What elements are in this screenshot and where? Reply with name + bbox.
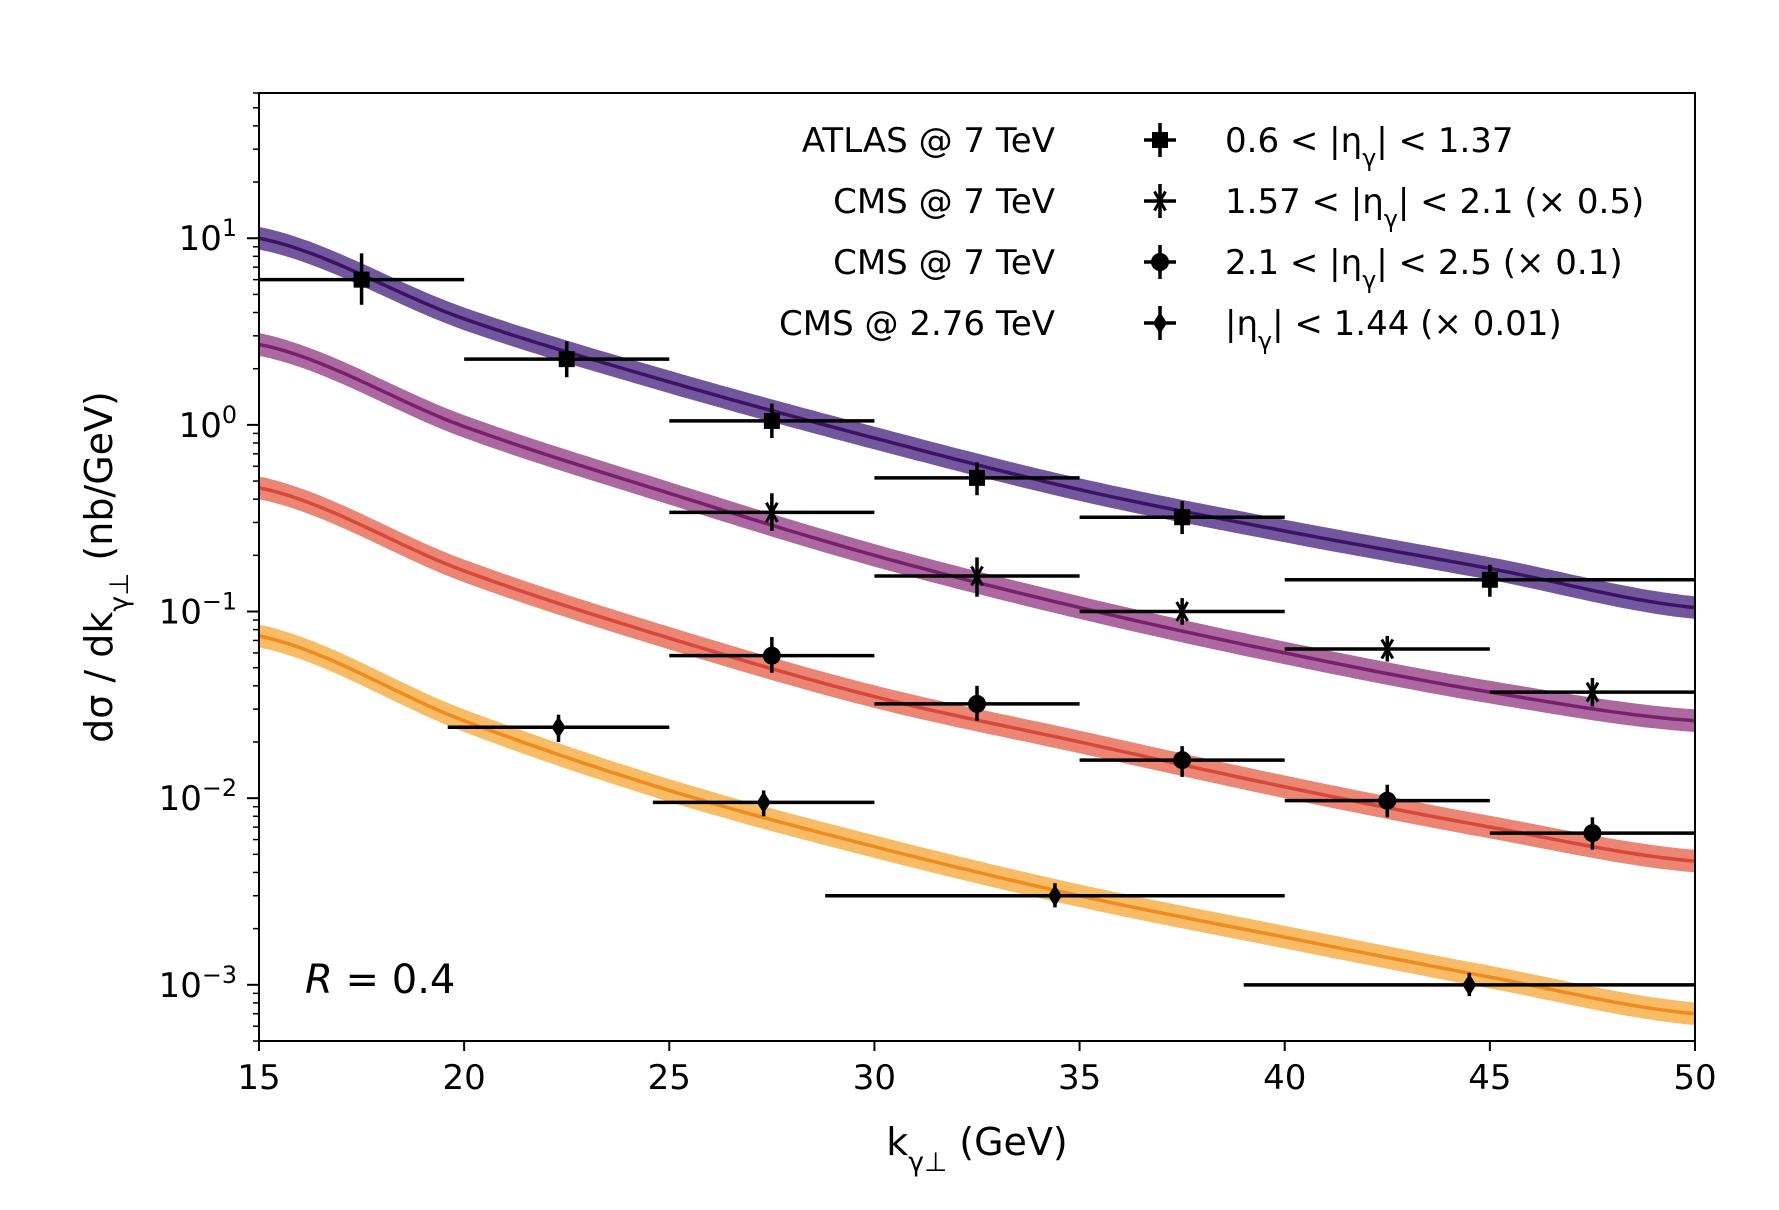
legend: ATLAS @ 7 TeV 0.6 < |ηγ| < 1.37 CMS @ 7 Te…: [779, 121, 1644, 355]
y-axis: 10−3 10−2 10−1 100 101: [159, 92, 259, 1042]
legend-range: |ηγ| < 1.44 (× 0.01): [1225, 304, 1562, 355]
y-axis-label: dσ / dkγ⊥ (nb/GeV): [77, 391, 135, 743]
marker-square: [969, 469, 985, 486]
y-tick-label: 10−2: [159, 774, 237, 819]
y-tick-label: 10−3: [159, 961, 237, 1006]
data-point-3-1: [652, 790, 875, 817]
data-point-3-3: [1243, 972, 1695, 997]
data-point-0-4: [1079, 501, 1285, 535]
data-point-2-3: [1284, 784, 1490, 818]
data-point-1-4: [1489, 678, 1695, 707]
data-point-1-1: [874, 557, 1080, 597]
marker-square: [558, 351, 575, 368]
marker-circle: [1378, 791, 1397, 810]
data-point-2-0: [669, 637, 875, 673]
marker-star: [1171, 601, 1194, 622]
marker-star: [1376, 638, 1399, 660]
theory-line-3: [259, 634, 1695, 1016]
marker-square: [1174, 509, 1191, 526]
marker-circle: [1583, 824, 1602, 843]
data-point-0-0: [259, 253, 465, 305]
x-tick-label: 30: [853, 1058, 896, 1098]
legend-marker-star: [1149, 190, 1171, 212]
x-tick-label: 20: [443, 1058, 486, 1098]
marker-star: [966, 565, 988, 587]
legend-entry-3: CMS @ 2.76 TeV |ηγ| < 1.44 (× 0.01): [779, 304, 1562, 355]
data-points: [259, 253, 1695, 997]
x-tick-label: 25: [648, 1058, 691, 1098]
data-point-0-2: [669, 403, 875, 439]
data-point-1-3: [1284, 635, 1490, 662]
data-point-2-1: [874, 685, 1080, 721]
data-point-0-3: [874, 462, 1080, 496]
data-point-3-2: [825, 883, 1285, 908]
data-point-3-0: [447, 714, 670, 742]
x-tick-label: 50: [1673, 1058, 1716, 1098]
plot-frame: [258, 92, 1696, 1042]
marker-diamond: [1462, 973, 1477, 996]
legend-marker-diamond: [1153, 312, 1167, 334]
x-axis: 15 20 25 30 35 40 45 50: [237, 1041, 1717, 1098]
data-point-2-2: [1079, 746, 1285, 777]
marker-circle: [762, 646, 781, 665]
legend-range: 1.57 < |ηγ| < 2.1 (× 0.5): [1225, 182, 1644, 233]
y-tick-label: 10−1: [159, 588, 237, 633]
data-point-0-5: [1284, 564, 1695, 597]
data-point-2-4: [1489, 817, 1695, 850]
data-point-0-1: [464, 341, 670, 378]
legend-experiment: ATLAS @ 7 TeV: [802, 121, 1055, 161]
legend-experiment: CMS @ 7 TeV: [833, 243, 1055, 283]
data-point-1-2: [1079, 598, 1285, 625]
y-tick-label: 100: [179, 401, 237, 446]
legend-entry-0: ATLAS @ 7 TeV 0.6 < |ηγ| < 1.37: [802, 121, 1514, 172]
x-tick-label: 45: [1468, 1058, 1511, 1098]
x-tick-label: 40: [1263, 1058, 1306, 1098]
legend-marker-square: [1152, 132, 1168, 148]
x-tick-label: 15: [237, 1058, 280, 1098]
legend-entry-1: CMS @ 7 TeV 1.57 < |ηγ| < 2.1 (× 0.5): [833, 182, 1644, 233]
x-axis-label: kγ⊥ (GeV): [886, 1120, 1067, 1178]
legend-entry-2: CMS @ 7 TeV 2.1 < |ηγ| < 2.5 (× 0.1): [833, 243, 1623, 294]
legend-range: 0.6 < |ηγ| < 1.37: [1225, 121, 1514, 172]
marker-square: [1481, 571, 1498, 588]
legend-marker-circle: [1151, 253, 1169, 271]
marker-diamond: [1047, 884, 1062, 907]
r-annotation: R = 0.4: [305, 957, 455, 1003]
marker-diamond: [551, 716, 566, 739]
marker-star: [1581, 681, 1604, 703]
marker-circle: [1173, 751, 1192, 770]
marker-square: [353, 271, 370, 288]
marker-star: [760, 502, 783, 523]
legend-range: 2.1 < |ηγ| < 2.5 (× 0.1): [1225, 243, 1623, 294]
data-point-1-0: [669, 493, 875, 532]
marker-square: [763, 412, 780, 429]
x-tick-label: 35: [1058, 1058, 1101, 1098]
marker-circle: [968, 694, 986, 713]
marker-diamond: [756, 791, 771, 814]
y-tick-label: 101: [179, 214, 237, 259]
legend-experiment: CMS @ 7 TeV: [833, 182, 1055, 222]
legend-experiment: CMS @ 2.76 TeV: [779, 304, 1055, 344]
